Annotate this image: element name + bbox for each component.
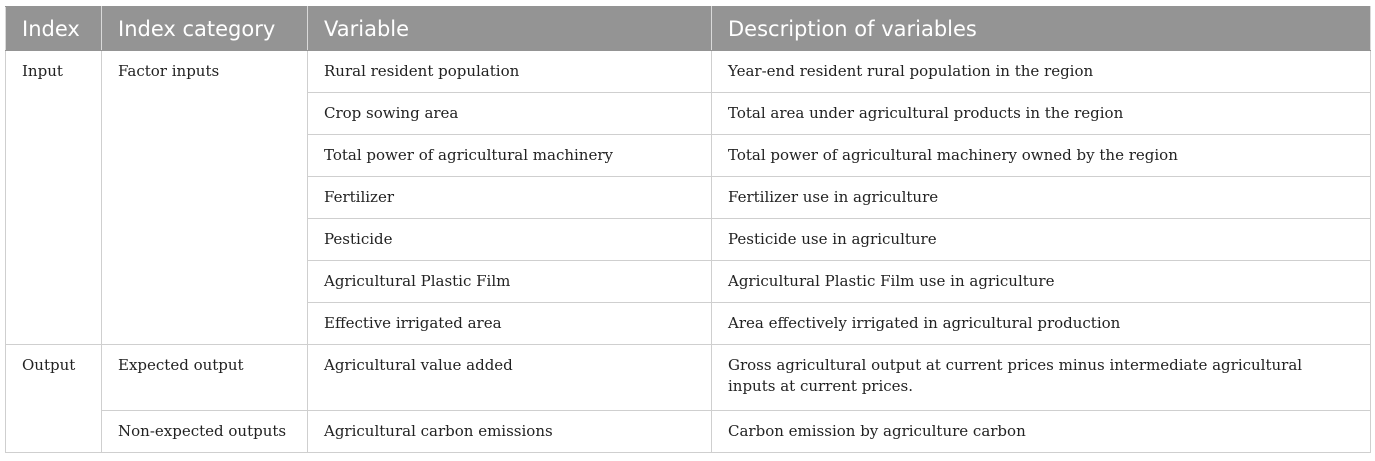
table-row: Output Expected output Agricultural valu… xyxy=(5,344,1371,453)
description-cell: Total power of agricultural machinery ow… xyxy=(711,134,1371,177)
description-cell: Agricultural Plastic Film use in agricul… xyxy=(711,260,1371,303)
description-cell: Gross agricultural output at current pri… xyxy=(711,344,1371,411)
header-index-category: Index category xyxy=(101,6,308,51)
table-row: Effective irrigated area Area effectivel… xyxy=(6,302,1371,345)
category-cell-expected-output: Expected output xyxy=(101,344,308,411)
table-row: Fertilizer Fertilizer use in agriculture xyxy=(6,176,1371,219)
header-index: Index xyxy=(5,6,102,51)
header-description: Description of variables xyxy=(711,6,1371,51)
variable-cell: Agricultural Plastic Film xyxy=(307,260,712,303)
table-row: Crop sowing area Total area under agricu… xyxy=(6,92,1371,135)
category-cell-non-expected-outputs: Non-expected outputs xyxy=(101,410,308,453)
variable-cell: Agricultural carbon emissions xyxy=(307,410,712,453)
variable-cell: Rural resident population xyxy=(307,50,712,93)
index-cell-input: Input xyxy=(5,50,102,345)
table-header-row: Index Index category Variable Descriptio… xyxy=(5,6,1371,51)
variables-table: Index Index category Variable Descriptio… xyxy=(5,6,1371,453)
table-row: Pesticide Pesticide use in agriculture xyxy=(6,218,1371,261)
description-cell: Total area under agricultural products i… xyxy=(711,92,1371,135)
description-cell: Pesticide use in agriculture xyxy=(711,218,1371,261)
variable-cell: Total power of agricultural machinery xyxy=(307,134,712,177)
index-cell-output: Output xyxy=(5,344,102,453)
description-cell: Year-end resident rural population in th… xyxy=(711,50,1371,93)
variable-cell: Fertilizer xyxy=(307,176,712,219)
table-row: Total power of agricultural machinery To… xyxy=(6,134,1371,177)
description-cell: Fertilizer use in agriculture xyxy=(711,176,1371,219)
table-row: Non-expected outputs Agricultural carbon… xyxy=(6,410,1371,453)
variable-cell: Effective irrigated area xyxy=(307,302,712,345)
table-row: Input Factor inputs Rural resident popul… xyxy=(5,50,1371,345)
variable-cell: Agricultural value added xyxy=(307,344,712,411)
header-variable: Variable xyxy=(307,6,712,51)
category-cell-factor-inputs: Factor inputs xyxy=(101,50,308,345)
table-row: Agricultural Plastic Film Agricultural P… xyxy=(6,260,1371,303)
description-cell: Carbon emission by agriculture carbon xyxy=(711,410,1371,453)
description-cell: Area effectively irrigated in agricultur… xyxy=(711,302,1371,345)
variable-cell: Pesticide xyxy=(307,218,712,261)
variable-cell: Crop sowing area xyxy=(307,92,712,135)
